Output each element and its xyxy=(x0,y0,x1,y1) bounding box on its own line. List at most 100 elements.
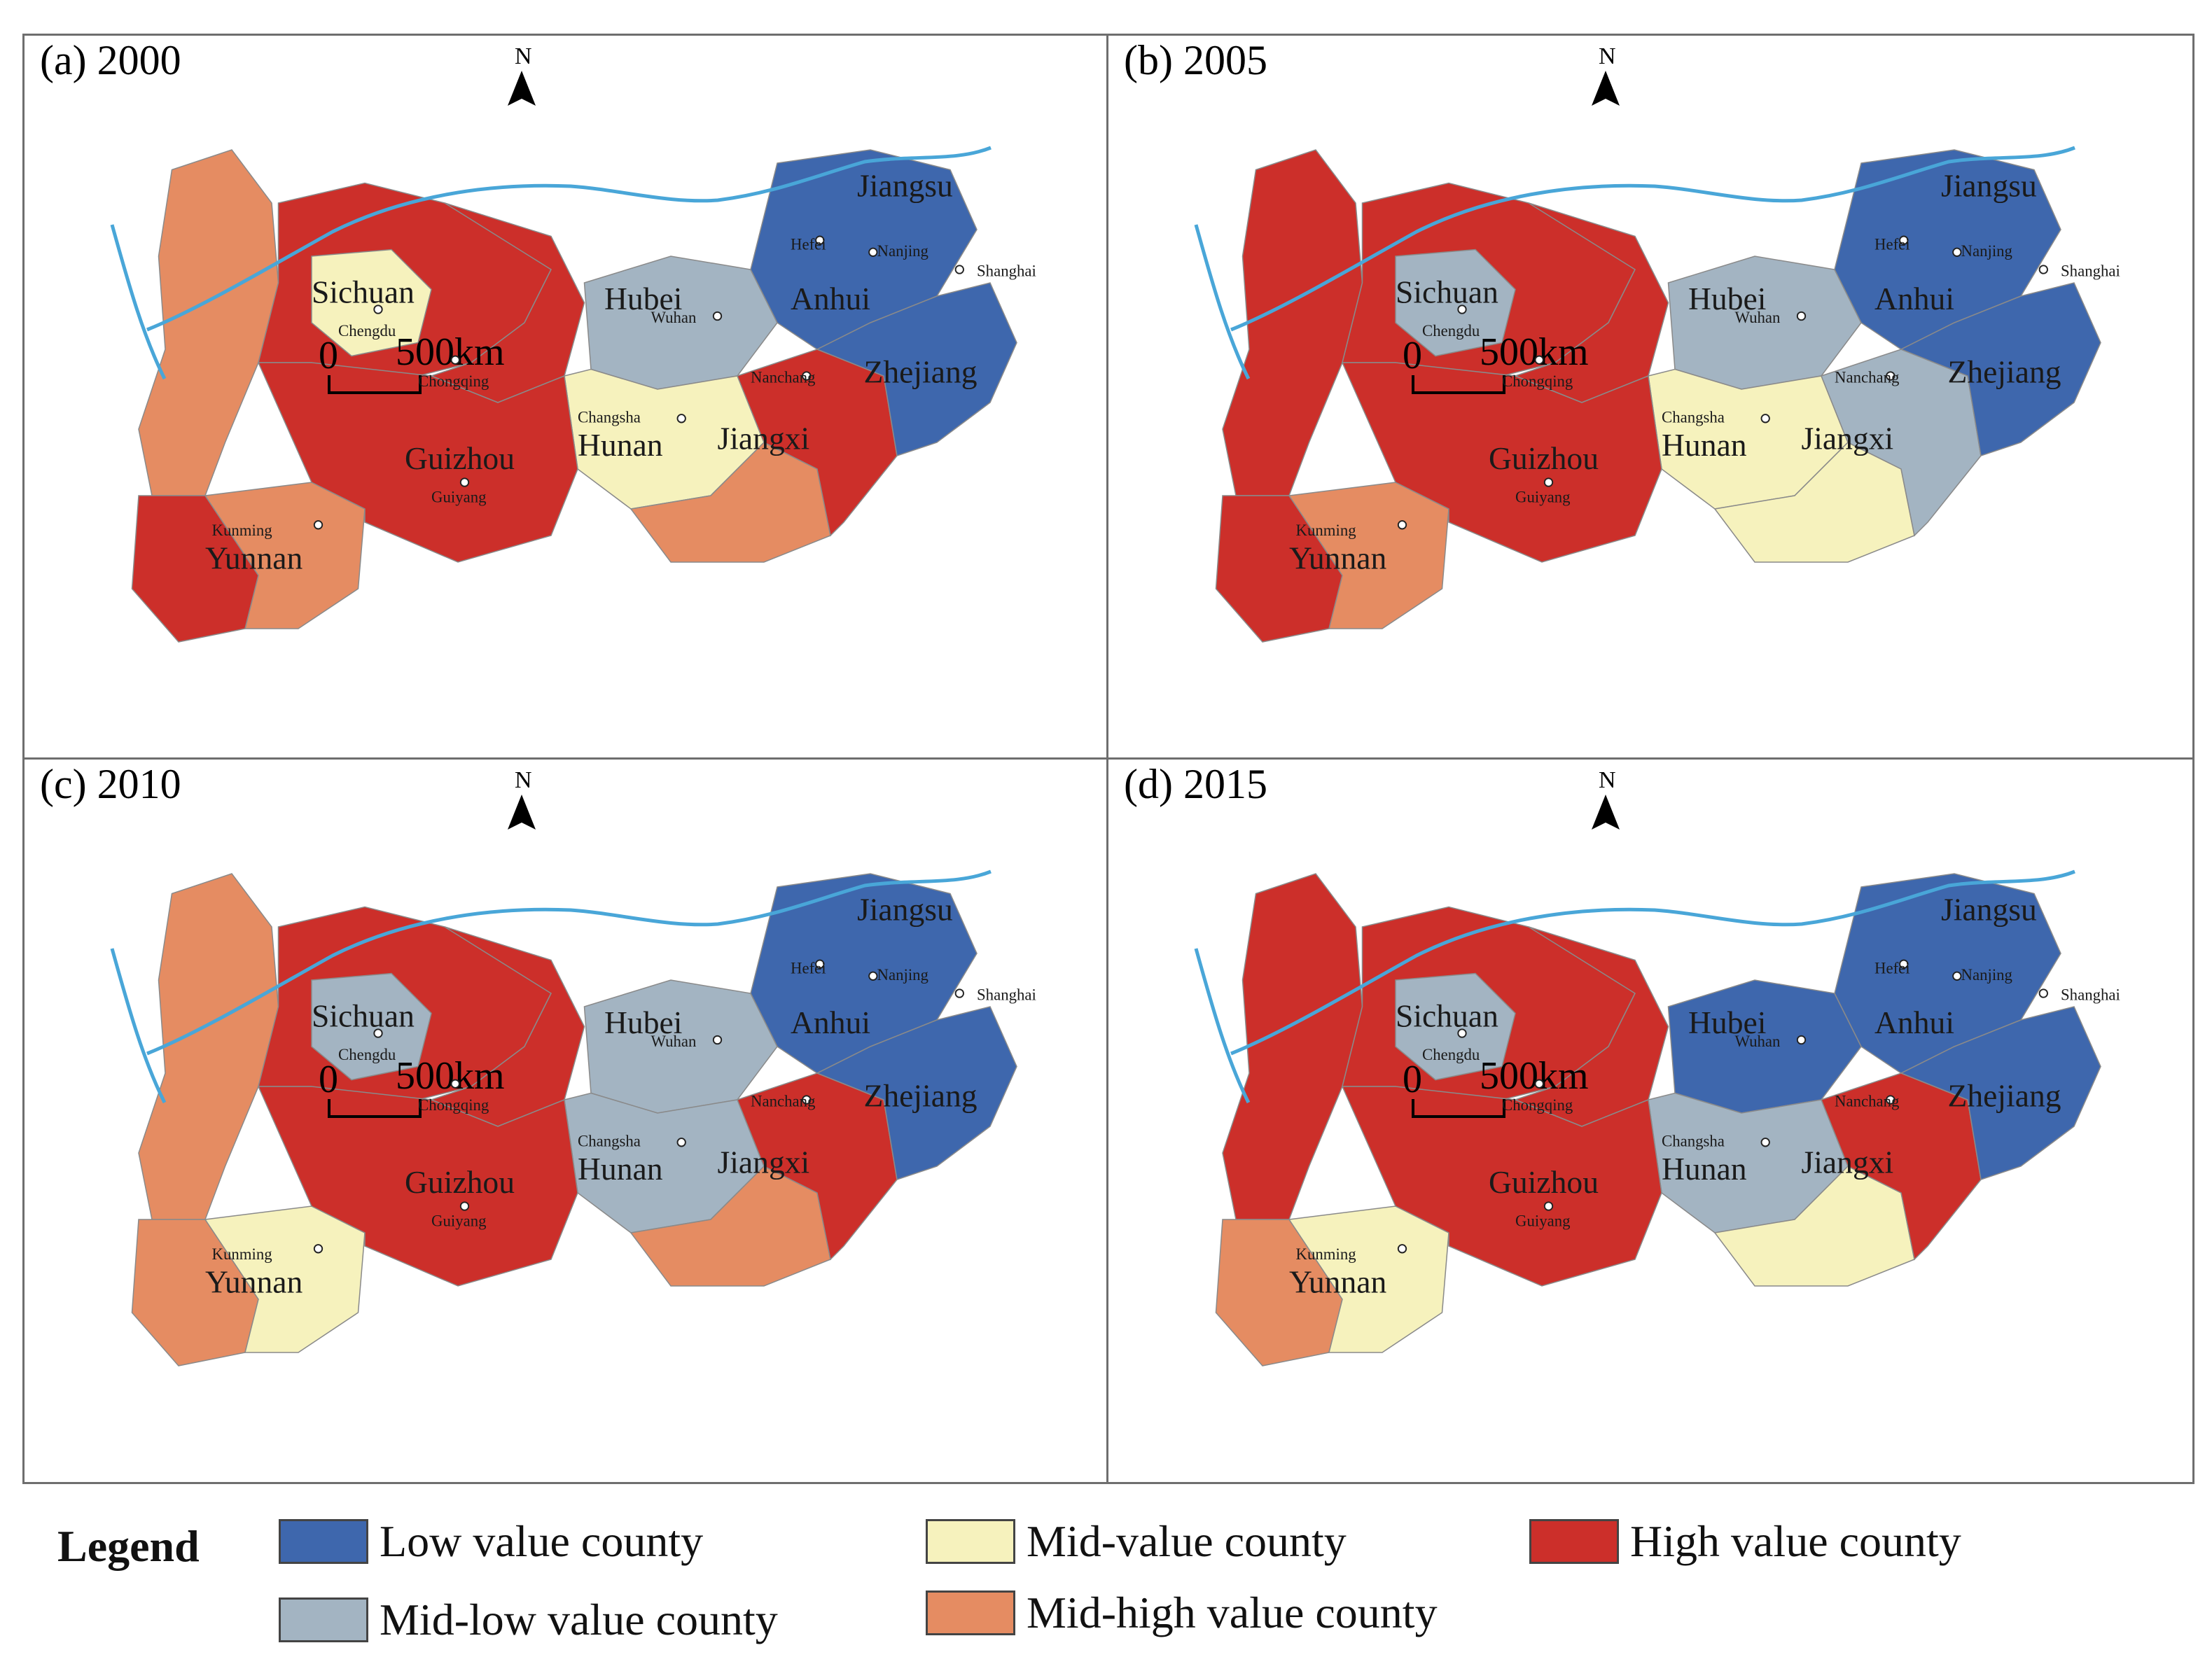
map-panel: (d) 2015 N 0 500km Sichuan Hubei Anhui Jian… xyxy=(1108,760,2192,1482)
city-marker xyxy=(815,959,825,969)
legend-title: Legend xyxy=(57,1521,200,1571)
province-label: Hubei xyxy=(604,281,682,316)
city-marker xyxy=(868,247,878,257)
scale-bar: 0 500km xyxy=(1403,330,1589,394)
scale-bar: 0 500km xyxy=(319,1054,505,1118)
province-label: Hunan xyxy=(578,427,663,463)
city-marker xyxy=(1886,1095,1895,1105)
city-label: Chengdu xyxy=(1422,322,1480,340)
province-label: Hunan xyxy=(578,1151,663,1187)
city-label: Kunming xyxy=(1296,522,1356,539)
city-label: Nanjing xyxy=(877,242,928,260)
county-region xyxy=(1222,149,1363,496)
city-marker xyxy=(1760,1138,1770,1147)
province-label: Guizhou xyxy=(1489,440,1599,476)
city-marker xyxy=(802,1095,812,1105)
city-label: Nanchang xyxy=(751,1093,815,1110)
city-label: Hefei xyxy=(791,960,826,977)
legend-item-midhigh: Mid-high value county xyxy=(926,1588,1438,1638)
province-label: Guizhou xyxy=(405,440,515,476)
province-label: Hubei xyxy=(604,1005,682,1040)
city-label: Nanjing xyxy=(1961,242,2012,260)
county-region xyxy=(1900,282,2101,457)
svg-text:N: N xyxy=(515,767,532,793)
city-label: Changsha xyxy=(578,409,641,426)
city-marker xyxy=(1796,311,1807,321)
legend-swatch xyxy=(926,1590,1015,1635)
city-label: Shanghai xyxy=(977,986,1036,1004)
city-label: Hefei xyxy=(1874,236,1910,253)
city-marker xyxy=(1760,414,1770,424)
county-region xyxy=(816,1006,1017,1181)
svg-text:500km: 500km xyxy=(396,330,505,374)
city-label: Changsha xyxy=(578,1133,641,1150)
legend-swatch xyxy=(279,1597,368,1642)
city-label: Kunming xyxy=(1296,1245,1356,1263)
province-label: Jiangsu xyxy=(1941,168,2037,204)
province-label: Sichuan xyxy=(312,998,415,1034)
svg-text:500km: 500km xyxy=(396,1054,505,1098)
city-label: Wuhan xyxy=(1735,1033,1781,1050)
province-label: Sichuan xyxy=(312,274,415,310)
province-label: Jiangsu xyxy=(857,892,953,928)
yangtze-river xyxy=(110,146,992,380)
county-region xyxy=(1900,1006,2101,1181)
city-label: Shanghai xyxy=(2061,986,2120,1004)
county-region xyxy=(257,362,578,563)
legend-item-mid: Mid-value county xyxy=(926,1516,1347,1567)
province-label: Zhejiang xyxy=(1948,354,2061,390)
province-label: Anhui xyxy=(791,281,870,316)
panel-title: (c) 2010 xyxy=(40,761,181,807)
city-marker xyxy=(712,1035,723,1045)
north-arrow: N xyxy=(1592,43,1620,106)
city-label: Nanjing xyxy=(1961,966,2012,984)
city-label: Wuhan xyxy=(651,1033,697,1050)
province-label: Anhui xyxy=(1874,1005,1954,1040)
city-marker xyxy=(1952,247,1962,257)
county-region xyxy=(311,249,432,357)
province-label: Hubei xyxy=(1688,1005,1766,1040)
county-region xyxy=(816,282,1017,457)
legend-swatch xyxy=(279,1519,368,1564)
city-label: Chongqing xyxy=(1502,372,1573,390)
svg-text:500km: 500km xyxy=(1480,330,1589,374)
legend-swatch xyxy=(1529,1519,1619,1564)
svg-text:500km: 500km xyxy=(1480,1054,1589,1098)
svg-text:N: N xyxy=(1599,43,1616,69)
panel-title: (a) 2000 xyxy=(40,37,181,83)
city-label: Guiyang xyxy=(431,489,487,506)
city-marker xyxy=(459,477,470,487)
city-label: Changsha xyxy=(1662,1133,1725,1150)
city-label: Hefei xyxy=(791,236,826,253)
svg-text:0: 0 xyxy=(1403,334,1422,377)
province-label: Anhui xyxy=(1874,281,1954,316)
city-marker xyxy=(373,1028,383,1038)
city-marker xyxy=(1886,371,1895,381)
province-label: Yunnan xyxy=(205,540,302,576)
city-marker xyxy=(450,355,460,365)
province-label: Hunan xyxy=(1662,427,1747,463)
legend-item-high: High value county xyxy=(1529,1516,1961,1567)
map-panel: (c) 2010 N 0 500km Sichuan Hubei Anhui Jian… xyxy=(25,760,1108,1482)
province-label: Guizhou xyxy=(405,1164,515,1200)
province-label: Jiangsu xyxy=(857,168,953,204)
province-label: Jiangxi xyxy=(718,1145,810,1180)
scale-bar: 0 500km xyxy=(319,330,505,394)
province-label: Yunnan xyxy=(1289,540,1386,576)
city-marker xyxy=(676,1138,686,1147)
map-panel: (b) 2005 N 0 500km Sichuan Hubei Anhui Jian… xyxy=(1108,36,2192,760)
legend-item-low: Low value county xyxy=(279,1516,703,1567)
city-label: Wuhan xyxy=(1735,309,1781,326)
map-panel: (a) 2000 N 0 500km Sichuan Hubei Anhui Jian… xyxy=(25,36,1108,760)
county-map: (d) 2015 N 0 500km Sichuan Hubei Anhui Jian… xyxy=(1124,761,2120,1366)
scale-bar: 0 500km xyxy=(1403,1054,1589,1118)
city-label: Shanghai xyxy=(2061,263,2120,280)
city-label: Nanchang xyxy=(1835,369,1899,386)
county-region xyxy=(1395,249,1516,357)
city-marker xyxy=(1899,959,1909,969)
city-marker xyxy=(450,1079,460,1089)
city-marker xyxy=(712,311,723,321)
county-map: (c) 2010 N 0 500km Sichuan Hubei Anhui Jian… xyxy=(40,761,1036,1366)
city-marker xyxy=(2038,265,2048,274)
province-label: Sichuan xyxy=(1396,274,1498,310)
